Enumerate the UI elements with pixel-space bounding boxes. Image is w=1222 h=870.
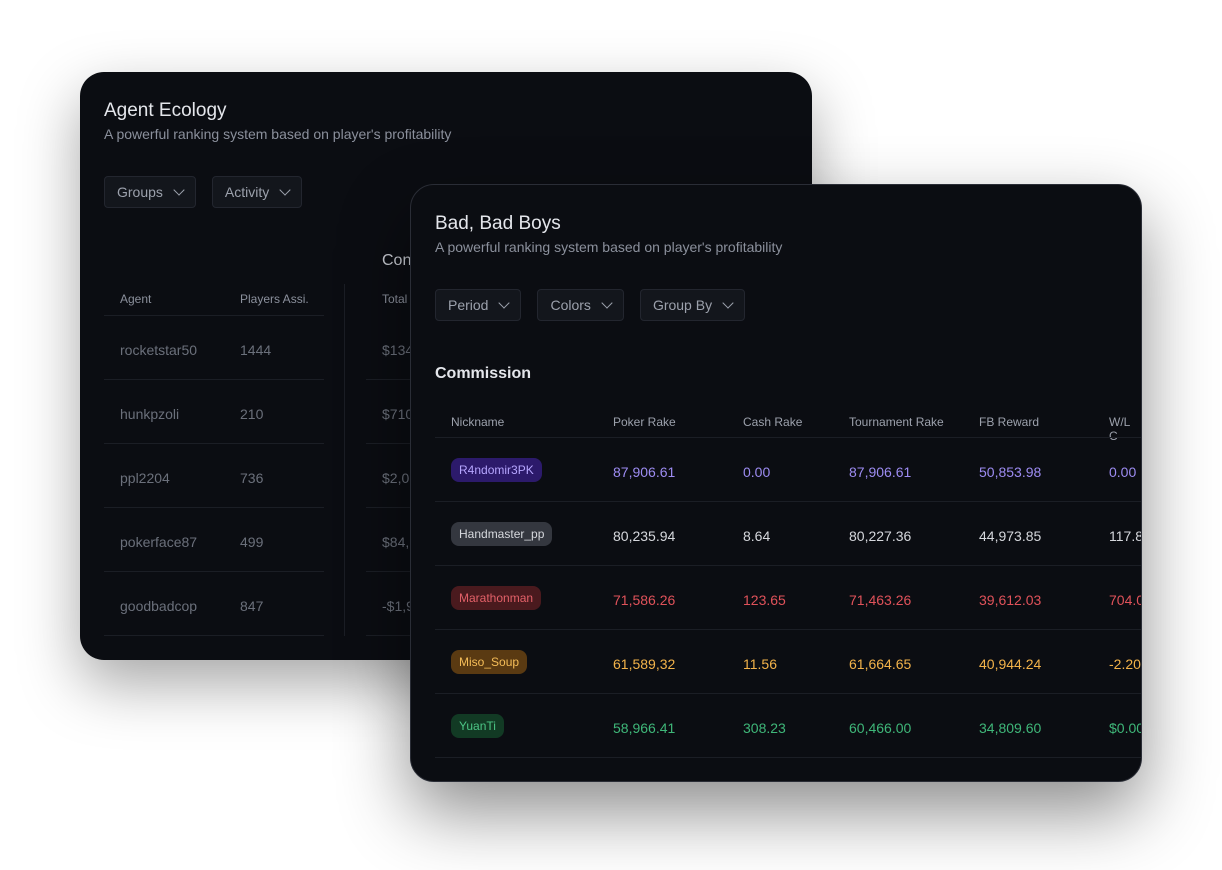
table-row[interactable]: ppl2204 736 (104, 444, 324, 508)
agent-name: hunkpzoli (120, 406, 180, 422)
bad-bad-boys-card: Bad, Bad Boys A powerful ranking system … (410, 184, 1142, 782)
players-count: 736 (240, 470, 264, 486)
poker-rake-value: 87,906.61 (613, 464, 676, 480)
table-row[interactable]: rocketstar50 1444 (104, 316, 324, 380)
col-header-tournament-rake: Tournament Rake (849, 415, 944, 429)
table-row: $2,0 (366, 444, 446, 508)
fb-reward-value: 40,944.24 (979, 656, 1042, 672)
total-value: $710 (382, 406, 414, 422)
col-header-players: Players Assi. (240, 292, 309, 306)
group-by-dropdown[interactable]: Group By (639, 289, 746, 321)
players-count: 499 (240, 534, 264, 550)
tournament-rake-value: 71,463.26 (849, 592, 912, 608)
nickname-badge[interactable]: R4ndomir3PK (451, 458, 542, 482)
col-header-wl: W/L C (1109, 415, 1130, 443)
table-row[interactable]: R4ndomir3PK 87,906.61 0.00 87,906.61 50,853.… (435, 438, 1141, 502)
table-row: $710 (366, 380, 446, 444)
front-card-subtitle: A powerful ranking system based on playe… (435, 239, 783, 255)
wl-value: -2.20 (1109, 656, 1141, 672)
table-row[interactable]: hunkpzoli 210 (104, 380, 324, 444)
wl-value: 117.80 (1109, 528, 1141, 544)
back-card-title: Agent Ecology (104, 100, 227, 121)
cash-rake-value: 308.23 (743, 720, 786, 736)
col-header-poker-rake: Poker Rake (613, 415, 676, 429)
nickname-badge[interactable]: Handmaster_pp (451, 522, 553, 546)
col-header-total: Total (382, 292, 408, 306)
players-count: 847 (240, 598, 264, 614)
table-row: $84, (366, 508, 446, 572)
commission-title: Commission (435, 365, 532, 382)
tournament-rake-value: 61,664.65 (849, 656, 912, 672)
cash-rake-value: 11.56 (743, 656, 777, 672)
nickname-badge[interactable]: Marathonman (451, 586, 542, 610)
tournament-rake-value: 60,466.00 (849, 720, 912, 736)
table-row[interactable]: Marathonman 71,586.26 123.65 71,463.26 39,61… (435, 566, 1142, 630)
nickname-badge[interactable]: YuanTi (451, 714, 504, 738)
header-divider (104, 315, 324, 316)
tournament-rake-value: 87,906.61 (849, 464, 912, 480)
commission-heading-partial: Con (382, 252, 412, 269)
chevron-down-icon (498, 297, 511, 309)
poker-rake-value: 71,586.26 (613, 592, 676, 608)
column-divider (344, 284, 345, 636)
front-filters: Period Colors Group By (435, 289, 746, 321)
agent-name: pokerface87 (120, 534, 198, 550)
col-header-fb-reward: FB Reward (979, 415, 1040, 429)
cash-rake-value: 8.64 (743, 528, 771, 544)
total-value: -$1,9 (382, 598, 414, 614)
total-value: $134 (382, 342, 414, 358)
table-row[interactable]: YuanTi 58,966.41 308.23 60,466.00 34,809.60 $… (435, 694, 1142, 758)
cash-rake-value: 0.00 (743, 464, 771, 480)
poker-rake-value: 58,966.41 (613, 720, 676, 736)
table-row: $134 (366, 316, 446, 380)
col-header-cash-rake: Cash Rake (743, 415, 803, 429)
wl-value: $0.00 (1109, 720, 1142, 736)
header-divider (435, 437, 1141, 438)
back-filters: Groups Activity (104, 176, 303, 208)
total-value: $84, (382, 534, 410, 550)
groups-dropdown[interactable]: Groups (104, 176, 196, 208)
period-dropdown[interactable]: Period (435, 289, 522, 321)
chevron-down-icon (722, 297, 734, 309)
activity-dropdown-label: Activity (224, 184, 270, 200)
wl-value: 0.00 (1109, 464, 1137, 480)
table-row[interactable]: Handmaster_pp 80,235.94 8.64 80,227.36 44,97… (435, 502, 1141, 566)
col-header-nickname: Nickname (451, 415, 505, 429)
agent-name: ppl2204 (120, 470, 170, 486)
tournament-rake-value: 80,227.36 (849, 528, 912, 544)
chevron-down-icon (279, 184, 291, 196)
total-value: $2,0 (382, 470, 410, 486)
group-by-dropdown-label: Group By (652, 297, 713, 313)
fb-reward-value: 44,973.85 (979, 528, 1042, 544)
table-row[interactable]: pokerface87 499 (104, 508, 324, 572)
front-card-title: Bad, Bad Boys (435, 213, 561, 234)
wl-value: 704.0 (1109, 592, 1142, 608)
nickname-badge[interactable]: Miso_Soup (451, 650, 528, 674)
fb-reward-value: 50,853.98 (979, 464, 1042, 480)
col-header-agent: Agent (120, 292, 152, 306)
groups-dropdown-label: Groups (117, 184, 163, 200)
cash-rake-value: 123.65 (743, 592, 786, 608)
agent-name: goodbadcop (120, 598, 198, 614)
table-row[interactable]: Miso_Soup 61,589,32 11.56 61,664.65 40,944.2… (435, 630, 1141, 694)
poker-rake-value: 61,589,32 (613, 656, 676, 672)
table-row[interactable]: goodbadcop 847 (104, 572, 324, 636)
poker-rake-value: 80,235.94 (613, 528, 676, 544)
back-card-subtitle: A powerful ranking system based on playe… (104, 126, 452, 142)
chevron-down-icon (601, 297, 613, 309)
fb-reward-value: 39,612.03 (979, 592, 1042, 608)
table-row: -$1,9 (366, 572, 446, 636)
players-count: 1444 (240, 342, 272, 358)
chevron-down-icon (173, 184, 185, 196)
players-count: 210 (240, 406, 264, 422)
fb-reward-value: 34,809.60 (979, 720, 1042, 736)
agent-name: rocketstar50 (120, 342, 198, 358)
period-dropdown-label: Period (448, 297, 489, 313)
colors-dropdown-label: Colors (550, 297, 591, 313)
activity-dropdown[interactable]: Activity (211, 176, 303, 208)
colors-dropdown[interactable]: Colors (537, 289, 624, 321)
